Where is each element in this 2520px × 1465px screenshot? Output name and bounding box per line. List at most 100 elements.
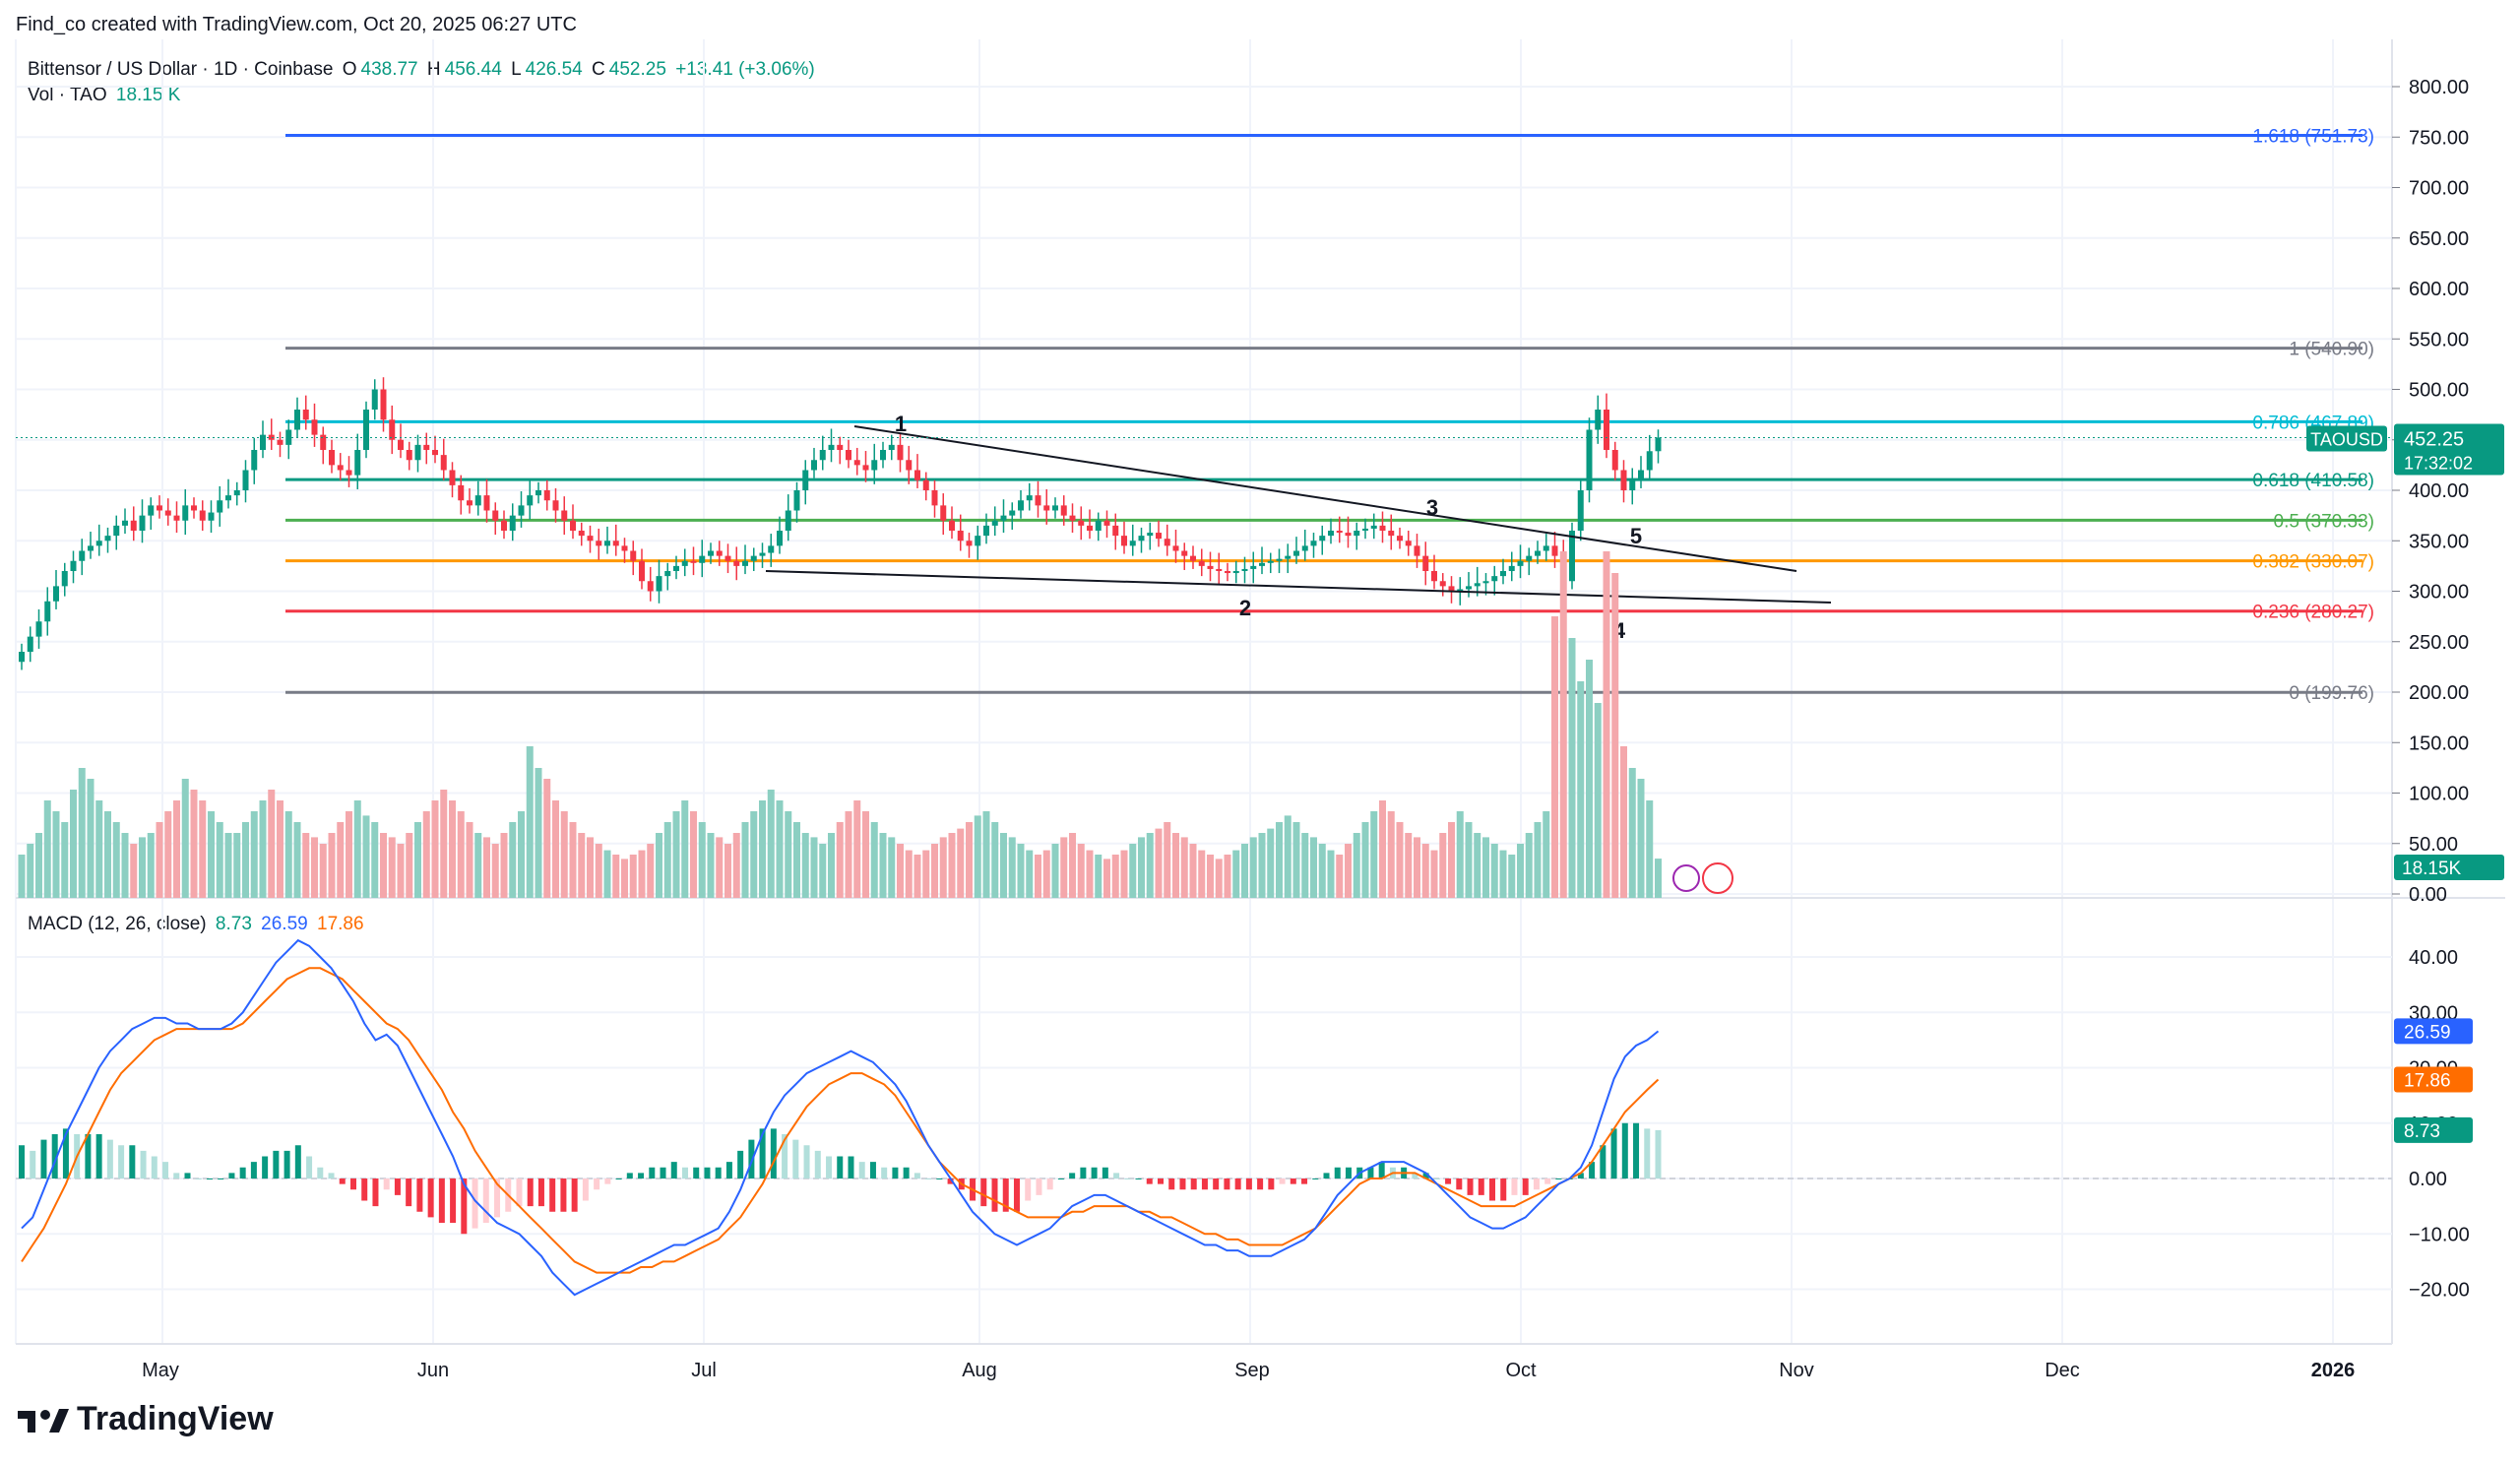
- volume-bar: [750, 811, 758, 898]
- volume-bar: [61, 822, 69, 898]
- macd-histogram-bar: [1046, 1178, 1053, 1190]
- candle-body: [139, 515, 146, 531]
- price-axis-label: 150.00: [2409, 732, 2469, 754]
- candle-body: [371, 389, 378, 410]
- volume-bar: [1284, 815, 1292, 898]
- macd-histogram-bar: [1124, 1178, 1131, 1179]
- volume-bar: [457, 811, 465, 898]
- macd-histogram-bar: [670, 1162, 677, 1178]
- candle-body: [1500, 571, 1506, 577]
- candle-body: [1259, 562, 1265, 566]
- macd-histogram-bar: [317, 1167, 324, 1178]
- macd-histogram-bar: [1345, 1167, 1352, 1178]
- macd-histogram-bar: [571, 1178, 578, 1212]
- volume-bar: [1543, 811, 1550, 898]
- macd-histogram-bar: [406, 1178, 412, 1207]
- candle-body: [251, 450, 258, 471]
- candle-body: [1431, 571, 1437, 582]
- candle-body: [1293, 550, 1299, 556]
- volume-bar: [578, 833, 586, 898]
- macd-histogram-bar: [118, 1145, 125, 1178]
- macd-histogram-bar: [30, 1150, 36, 1178]
- volume-bar: [914, 855, 921, 898]
- time-axis-label: 2026: [2311, 1360, 2356, 1381]
- lightning-event-icon[interactable]: [1672, 864, 1700, 892]
- candle-body: [690, 560, 697, 563]
- volume-bar: [1637, 779, 1645, 898]
- chart-credit: Find_co created with TradingView.com, Oc…: [16, 14, 577, 35]
- volume-bar: [853, 800, 861, 898]
- volume-bar: [905, 850, 913, 898]
- macd-histogram-bar: [1213, 1178, 1220, 1190]
- volume-bar: [982, 811, 990, 898]
- candle-body: [1138, 536, 1145, 541]
- candle-body: [940, 505, 947, 521]
- macd-histogram-bar: [1500, 1178, 1507, 1201]
- macd-histogram-bar: [1589, 1162, 1596, 1178]
- volume-bar: [1026, 850, 1034, 898]
- candle-body: [423, 444, 430, 450]
- volume-bar: [500, 833, 508, 898]
- candle-body: [561, 510, 568, 521]
- price-axis-label: 200.00: [2409, 682, 2469, 704]
- volume-bar: [466, 822, 473, 898]
- last-price-tag: [2394, 423, 2504, 476]
- volume-legend[interactable]: Vol · TAO 18.15 K: [28, 85, 184, 106]
- candle-body: [311, 419, 318, 435]
- volume-bar: [1534, 822, 1542, 898]
- volume-bar: [70, 790, 77, 898]
- tradingview-logo[interactable]: TradingView: [18, 1400, 274, 1438]
- candle-body: [587, 536, 594, 541]
- volume-bar: [406, 833, 413, 898]
- time-axis-label: May: [142, 1360, 179, 1381]
- countdown-label: 17:32:02: [2404, 453, 2473, 473]
- macd-histogram-bar: [394, 1178, 401, 1195]
- volume-bar: [974, 815, 981, 898]
- macd-histogram-bar: [826, 1156, 833, 1178]
- price-axis-label: 700.00: [2409, 178, 2469, 200]
- volume-bar: [543, 779, 551, 898]
- wave-label: 5: [1630, 524, 1642, 548]
- macd-histogram-bar: [792, 1139, 799, 1178]
- volume-bar: [121, 833, 129, 898]
- candle-body: [742, 560, 748, 566]
- candle-body: [1422, 555, 1429, 571]
- fib-level-label: 0.5 (370.33): [2274, 511, 2374, 532]
- volume-bar: [1361, 822, 1369, 898]
- volume-bar: [535, 768, 542, 898]
- us-flag-event-icon[interactable]: [1702, 862, 1733, 894]
- macd-histogram-bar: [1179, 1178, 1186, 1190]
- volume-bar: [716, 837, 724, 898]
- time-axis-label: Aug: [962, 1360, 997, 1381]
- candle-body: [113, 525, 120, 537]
- macd-histogram-bar: [416, 1178, 423, 1212]
- candle-body: [380, 389, 387, 420]
- candle-body: [1112, 525, 1119, 537]
- macd-histogram-bar: [218, 1178, 224, 1179]
- candle-body: [931, 490, 938, 506]
- volume-bar: [1095, 855, 1102, 898]
- candle-body: [518, 505, 525, 516]
- candle-body: [1397, 536, 1403, 541]
- candle-body: [1491, 576, 1498, 582]
- volume-bar: [1551, 616, 1558, 898]
- fib-level-label: 0.618 (410.58): [2252, 471, 2374, 491]
- macd-axis-label: 40.00: [2409, 947, 2458, 969]
- price-axis-label: 250.00: [2409, 632, 2469, 654]
- volume-bar: [277, 800, 284, 898]
- macd-histogram-bar: [1279, 1178, 1286, 1184]
- candle-body: [1439, 581, 1446, 587]
- macd-hist-value: 8.73: [215, 914, 252, 934]
- volume-bar: [647, 844, 655, 898]
- candle-body: [1129, 541, 1136, 546]
- volume-value: 18.15 K: [115, 85, 181, 105]
- price-axis-label: 400.00: [2409, 480, 2469, 502]
- macd-axis-label: 0.00: [2409, 1169, 2447, 1190]
- volume-bar: [95, 800, 103, 898]
- volume-bar: [767, 790, 775, 898]
- volume-bar: [440, 790, 448, 898]
- volume-bar: [836, 822, 844, 898]
- candle-body: [354, 450, 361, 476]
